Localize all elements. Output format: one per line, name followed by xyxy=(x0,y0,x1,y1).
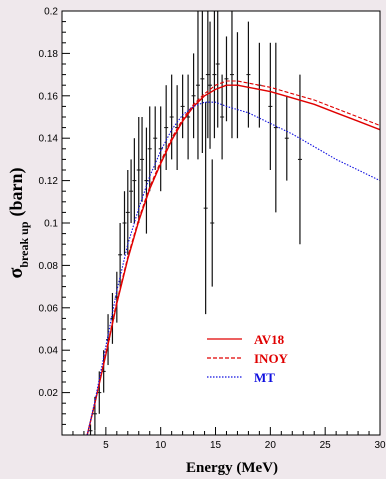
y-axis-title-subscript: break up xyxy=(17,221,31,267)
y-tick-label: 0.12 xyxy=(39,176,59,187)
x-axis-title: Energy (MeV) xyxy=(186,460,278,476)
axis-ticks: 5 10 15 20 25 30 0.02 0.04 0.06 0.08 0.1 0.12 0.14 0.… xyxy=(39,7,386,452)
y-tick-label: 0.02 xyxy=(39,388,59,399)
y-tick-label: 0.18 xyxy=(39,49,59,60)
y-tick-label: 0.2 xyxy=(44,7,58,18)
plot-area xyxy=(62,11,380,435)
x-tick-label: 20 xyxy=(265,440,277,451)
x-tick-label: 5 xyxy=(103,440,109,451)
y-tick-label: 0.1 xyxy=(44,219,58,230)
y-axis-title-unit: (barn) xyxy=(6,167,27,216)
experimental-points xyxy=(88,11,302,435)
legend-label-mt: MT xyxy=(254,370,275,385)
legend-label-av18: AV18 xyxy=(254,332,285,347)
x-tick-label: 10 xyxy=(155,440,167,451)
series-lines xyxy=(86,80,381,436)
y-tick-label: 0.08 xyxy=(39,261,59,272)
legend-label-inoy: INOY xyxy=(254,351,289,366)
y-axis-title: σbreak up (barn) xyxy=(5,167,31,278)
x-tick-label: 25 xyxy=(320,440,332,451)
series-line-inoy xyxy=(86,80,381,436)
y-tick-label: 0.16 xyxy=(39,91,59,102)
y-tick-label: 0.06 xyxy=(39,303,59,314)
x-tick-label: 15 xyxy=(210,440,222,451)
y-axis-title-symbol: σ xyxy=(5,268,27,279)
series-line-mt xyxy=(86,101,381,436)
svg-text:σbreak up(barn): σbreak up (barn) xyxy=(5,167,31,278)
y-tick-label: 0.04 xyxy=(39,346,59,357)
legend: AV18 INOY MT xyxy=(207,332,289,385)
x-tick-label: 30 xyxy=(374,440,386,451)
y-tick-label: 0.14 xyxy=(39,134,59,145)
